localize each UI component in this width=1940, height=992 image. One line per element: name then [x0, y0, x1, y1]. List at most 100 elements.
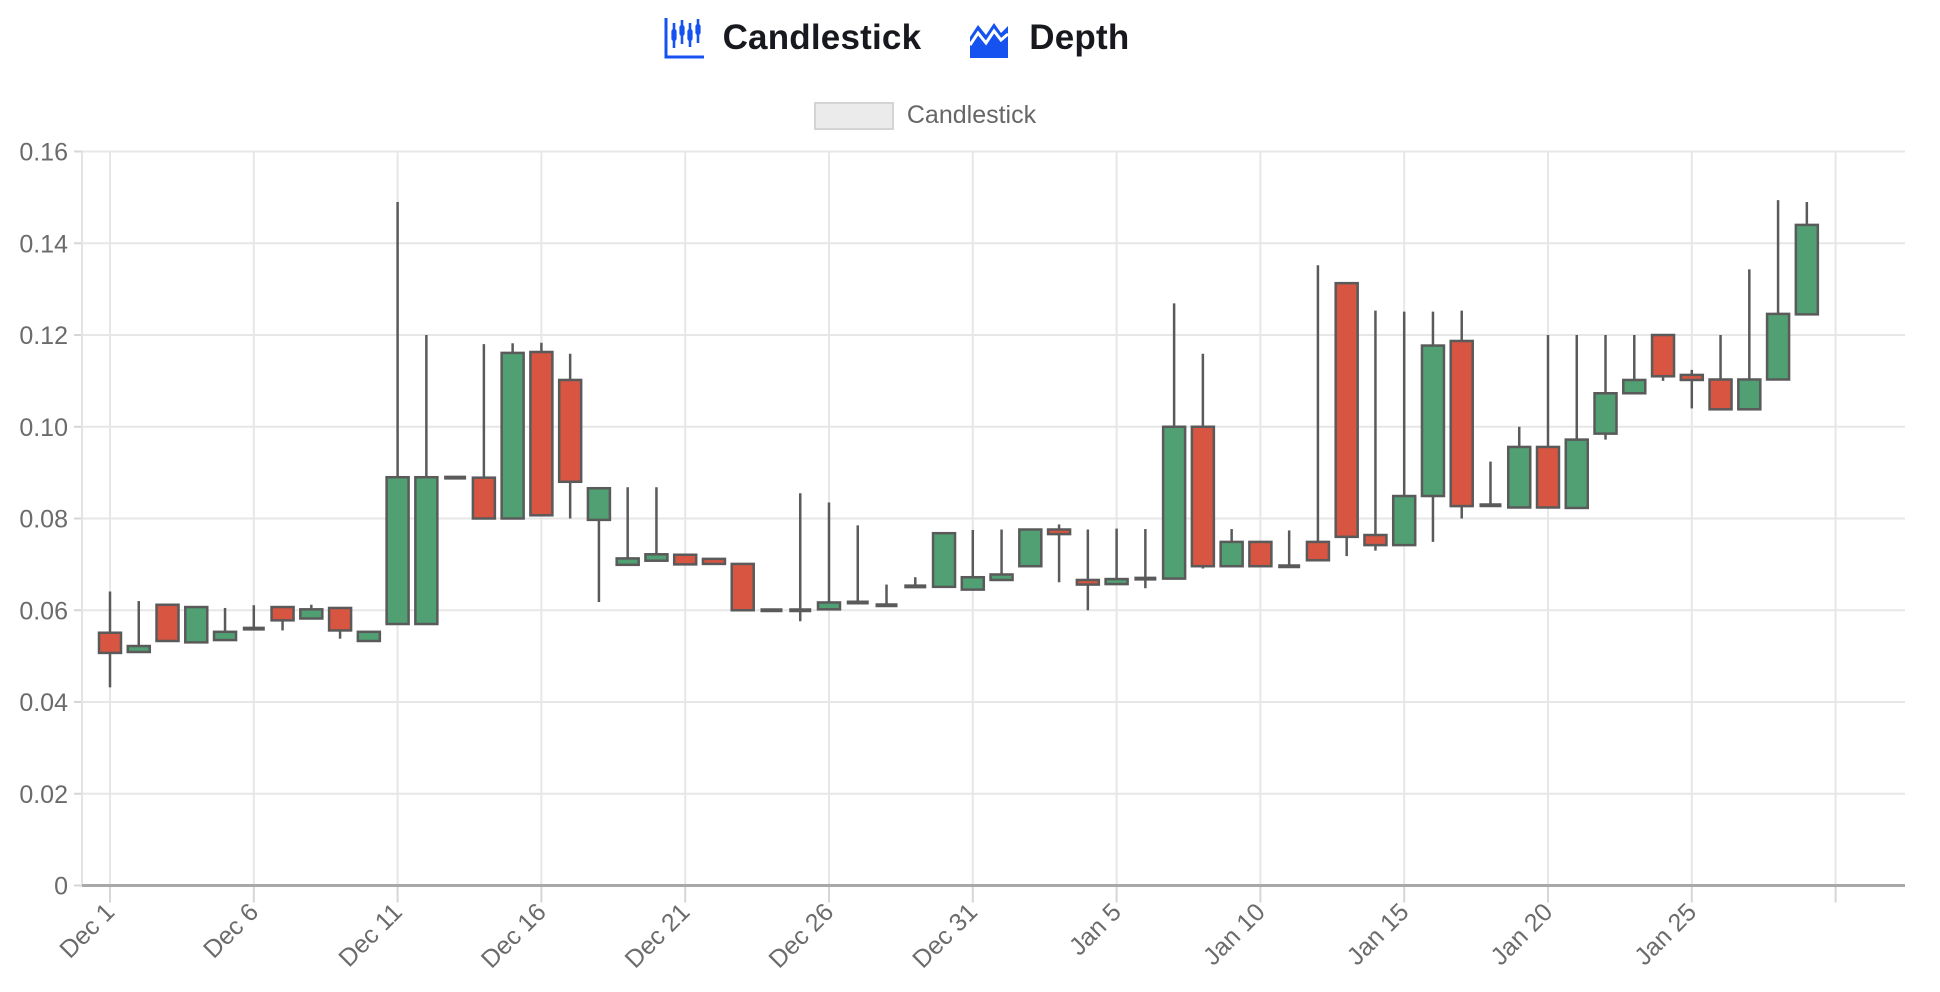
candle-Jan-15[interactable]	[1391, 311, 1417, 547]
candle-body	[1535, 445, 1561, 509]
candle-body	[529, 350, 554, 517]
candle-body	[1248, 540, 1273, 568]
x-tick-label: Jan 10	[1198, 898, 1271, 971]
candle-Jan-28[interactable]	[1765, 200, 1791, 381]
candle-body	[1794, 223, 1820, 316]
candle-body	[1622, 378, 1647, 395]
legend-label[interactable]: Candlestick	[906, 101, 1037, 129]
candle-Jan-25[interactable]	[1679, 369, 1705, 409]
candle-Dec-27[interactable]	[846, 525, 869, 605]
candle-Jan-7[interactable]	[1161, 303, 1187, 580]
candle-Jan-14[interactable]	[1363, 310, 1388, 551]
candle-Jan-4[interactable]	[1075, 529, 1101, 611]
candle-Dec-14[interactable]	[471, 344, 497, 520]
candle-Dec-2[interactable]	[126, 601, 152, 654]
candle-Dec-3[interactable]	[155, 603, 180, 643]
candle-Dec-12[interactable]	[414, 335, 439, 626]
candle-body	[1391, 494, 1417, 547]
candle-body	[816, 601, 842, 611]
candlestick-icon	[664, 18, 704, 59]
candle-body	[960, 575, 986, 591]
candle-Jan-8[interactable]	[1190, 353, 1216, 569]
candle-Dec-26[interactable]	[816, 502, 842, 611]
candle-Dec-15[interactable]	[500, 343, 525, 520]
candle-body	[989, 573, 1014, 582]
legend-color-box[interactable]	[813, 101, 894, 130]
candle-Jan-19[interactable]	[1506, 426, 1532, 509]
x-tick-label: Dec 6	[198, 898, 264, 964]
candle-body	[155, 603, 180, 643]
candle-Dec-21[interactable]	[672, 553, 698, 566]
candle-Jan-16[interactable]	[1420, 311, 1446, 542]
candle-body	[471, 476, 497, 520]
candle-body	[1046, 528, 1072, 536]
candle-body	[1305, 540, 1331, 562]
x-tick-label: Jan 5	[1064, 898, 1127, 961]
candle-Dec-10[interactable]	[356, 630, 382, 643]
candle-Jan-18[interactable]	[1479, 461, 1502, 508]
candle-Jan-22[interactable]	[1593, 335, 1618, 440]
candle-Jan-26[interactable]	[1708, 335, 1733, 411]
candle-Dec-6[interactable]	[242, 605, 265, 631]
candle-Dec-31[interactable]	[960, 529, 986, 591]
candle-Dec-4[interactable]	[184, 605, 209, 644]
candle-Dec-16[interactable]	[529, 342, 554, 517]
candle-Jan-17[interactable]	[1449, 310, 1474, 519]
tab-candlestick[interactable]: Candlestick	[661, 16, 922, 60]
candles-series	[97, 200, 1820, 688]
y-axis-labels: 0 0.02 0.04 0.06 0.08 0.10 0.12 0.14 0.16	[19, 139, 68, 901]
candle-body	[1190, 425, 1216, 568]
candle-Dec-8[interactable]	[299, 604, 324, 620]
chart-type-tabs: Candlestick Depth	[0, 16, 1940, 60]
candle-body	[356, 630, 382, 643]
candle-Jan-12[interactable]	[1305, 265, 1331, 562]
candle-body	[1737, 378, 1762, 411]
candle-Jan-3[interactable]	[1046, 524, 1072, 583]
candle-body	[212, 630, 238, 642]
candle-Jan-24[interactable]	[1650, 333, 1676, 381]
candle-Jan-29[interactable]	[1794, 201, 1820, 316]
candle-Dec-18[interactable]	[586, 486, 612, 602]
candle-Jan-9[interactable]	[1219, 529, 1244, 568]
candle-Jan-10[interactable]	[1248, 540, 1273, 568]
candle-body	[1650, 333, 1676, 378]
candle-Dec-19[interactable]	[615, 487, 640, 567]
x-tick-label: Dec 11	[333, 898, 408, 973]
candle-Dec-11[interactable]	[385, 201, 410, 626]
tab-depth[interactable]: Depth	[967, 16, 1129, 60]
candle-Dec-23[interactable]	[730, 562, 755, 612]
candle-body	[270, 605, 295, 622]
candle-Jan-21[interactable]	[1564, 335, 1590, 510]
candle-Jan-20[interactable]	[1535, 335, 1561, 509]
candle-Dec-7[interactable]	[270, 605, 295, 631]
x-tick-label: Jan 20	[1485, 898, 1558, 971]
candle-Dec-25[interactable]	[789, 493, 812, 622]
candle-body	[1334, 281, 1359, 539]
candle-Jan-27[interactable]	[1737, 269, 1762, 411]
candle-Jan-6[interactable]	[1134, 529, 1157, 589]
candle-Jan-1[interactable]	[989, 529, 1014, 582]
candle-Jan-13[interactable]	[1334, 281, 1359, 557]
x-tick-label: Dec 26	[763, 898, 839, 974]
candle-Jan-5[interactable]	[1104, 528, 1129, 586]
candle-Dec-22[interactable]	[701, 557, 727, 566]
candle-body	[1420, 344, 1446, 498]
candle-Dec-17[interactable]	[557, 353, 583, 519]
candle-body	[1018, 528, 1043, 568]
candle-Dec-28[interactable]	[875, 584, 898, 608]
candle-body	[1449, 339, 1474, 508]
candle-Jan-2[interactable]	[1018, 528, 1043, 568]
y-tick-label: 0.04	[19, 689, 68, 717]
candle-Dec-9[interactable]	[327, 606, 353, 639]
candle-Jan-11[interactable]	[1278, 530, 1301, 569]
candle-Jan-23[interactable]	[1622, 335, 1647, 395]
candle-Dec-29[interactable]	[904, 577, 927, 589]
x-tick-label: Dec 21	[620, 898, 696, 974]
candle-Dec-1[interactable]	[97, 591, 123, 688]
candle-body	[586, 486, 612, 522]
candle-Dec-5[interactable]	[212, 607, 238, 642]
candle-Dec-20[interactable]	[644, 487, 669, 562]
y-tick-label: 0.16	[19, 139, 68, 167]
y-tick-label: 0.08	[19, 506, 68, 534]
candle-Dec-30[interactable]	[931, 531, 957, 589]
